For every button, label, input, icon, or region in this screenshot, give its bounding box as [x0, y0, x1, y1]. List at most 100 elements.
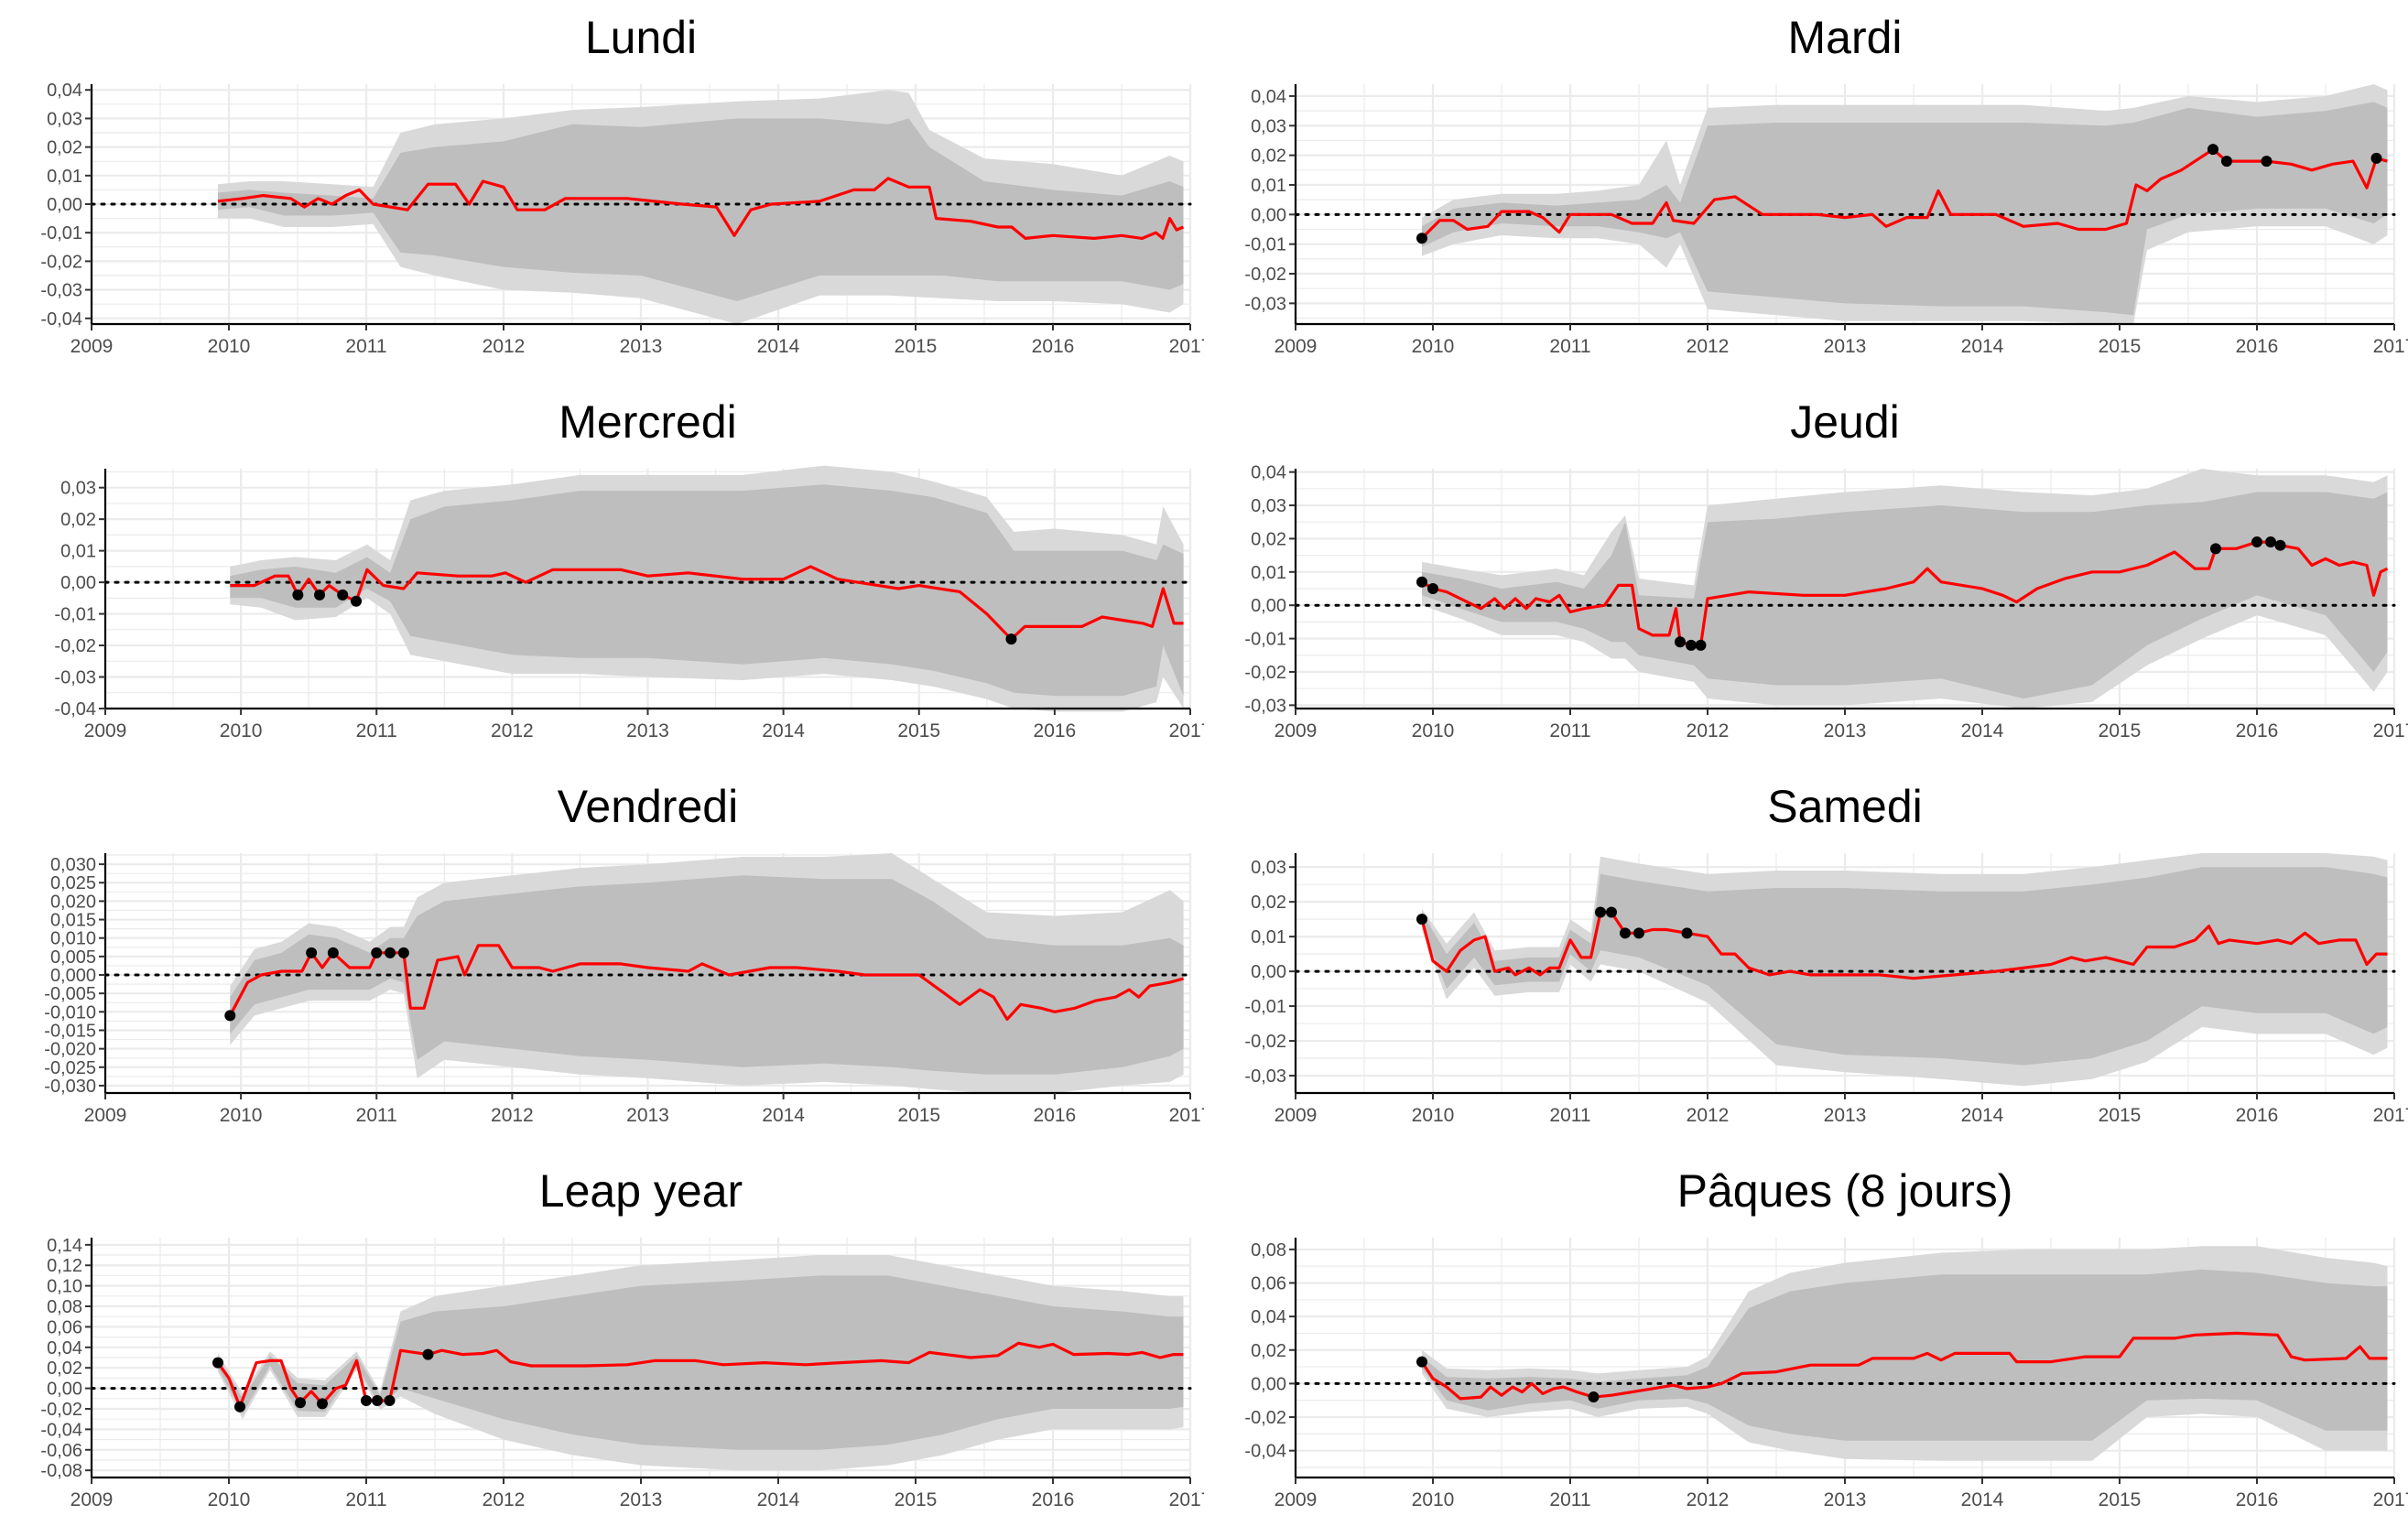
y-tick-label: 0,00	[1251, 596, 1286, 616]
chart-panel-samedi: Samedi 0,03 0,02 0,01 0,00 -0,01 -0,02 -0,03 200…	[1204, 769, 2408, 1153]
x-tick-label: 2009	[71, 1489, 114, 1510]
y-tick-label: 0,04	[47, 81, 82, 101]
y-tick-label: 0,025	[50, 873, 96, 893]
x-tick-label: 2017	[1169, 336, 1204, 357]
y-tick-label: -0,015	[44, 1021, 96, 1041]
y-tick-label: -0,04	[40, 1420, 82, 1440]
x-tick-label: 2016	[1034, 1105, 1077, 1126]
data-point	[2370, 152, 2382, 164]
x-tick-label: 2017	[2373, 1489, 2408, 1510]
x-tick-label: 2013	[626, 720, 669, 741]
data-point	[2274, 539, 2286, 551]
y-tick-label: 0,10	[47, 1277, 82, 1297]
y-tick-label: 0,015	[50, 911, 96, 931]
y-tick-label: 0,00	[47, 1380, 82, 1400]
x-tick-label: 2014	[1961, 1105, 2004, 1126]
data-point	[212, 1357, 223, 1369]
x-tick-label: 2014	[1961, 336, 2004, 357]
x-tick-label: 2011	[1549, 1105, 1590, 1126]
x-tick-label: 2009	[71, 336, 114, 357]
y-tick-label: -0,030	[44, 1077, 96, 1097]
x-tick-label: 2014	[1961, 1489, 2004, 1510]
data-point	[234, 1401, 245, 1413]
confidence-band-inner	[1422, 492, 2388, 699]
y-tick-label: 0,00	[47, 195, 82, 215]
y-tick-label: -0,03	[1244, 1066, 1286, 1087]
series-line	[230, 565, 1184, 641]
y-tick-label: 0,04	[1251, 87, 1286, 107]
y-tick-label: 0,000	[50, 966, 96, 986]
data-point	[1633, 927, 1644, 939]
data-point	[1681, 927, 1693, 939]
x-tick-label: 2009	[1275, 720, 1318, 741]
x-tick-label: 2010	[220, 720, 263, 741]
y-tick-label: 0,04	[1251, 1307, 1286, 1327]
y-tick-label: 0,04	[47, 1338, 82, 1358]
y-tick-label: -0,03	[1244, 294, 1286, 314]
x-tick-label: 2009	[84, 1105, 127, 1126]
y-tick-label: -0,02	[54, 636, 96, 656]
y-tick-label: -0,01	[1244, 235, 1286, 255]
x-tick-label: 2017	[2373, 1105, 2408, 1126]
x-tick-label: 2013	[620, 336, 663, 357]
x-tick-label: 2009	[1275, 1489, 1318, 1510]
x-tick-label: 2013	[626, 1105, 669, 1126]
y-tick-label: 0,02	[1251, 529, 1286, 549]
chart-svg: 0,04 0,03 0,02 0,01 0,00 -0,01 -0,02 -0,03 -0,04…	[40, 81, 1204, 357]
y-tick-label: -0,04	[40, 309, 82, 330]
y-tick-label: -0,01	[40, 223, 82, 244]
data-point	[1675, 636, 1686, 648]
data-point	[385, 947, 396, 958]
x-tick-label: 2013	[1824, 720, 1867, 741]
chart-svg: 0,03 0,02 0,01 0,00 -0,01 -0,02 -0,03 2009 2010 2…	[1244, 853, 2408, 1126]
y-tick-label: 0,02	[1251, 893, 1286, 913]
confidence-band-inner	[1422, 1269, 2388, 1441]
confidence-band-inner	[1422, 102, 2388, 316]
x-tick-label: 2015	[2099, 1489, 2142, 1510]
y-tick-label: -0,06	[40, 1441, 82, 1461]
x-tick-label: 2010	[1412, 1489, 1455, 1510]
data-point	[371, 947, 383, 958]
chart-title: Mercredi	[559, 396, 737, 448]
x-tick-label: 2015	[2099, 336, 2142, 357]
x-tick-label: 2009	[1275, 336, 1318, 357]
x-tick-label: 2017	[1169, 1105, 1204, 1126]
data-point	[1695, 639, 1707, 651]
y-tick-label: -0,02	[40, 1400, 82, 1420]
data-point	[361, 1395, 372, 1407]
chart-svg: 0,03 0,02 0,01 0,00 -0,01 -0,02 -0,03 -0,042009…	[54, 465, 1204, 741]
x-tick-label: 2013	[1824, 1489, 1867, 1510]
x-tick-label: 2014	[1961, 720, 2004, 741]
x-tick-label: 2016	[1032, 1489, 1075, 1510]
chart-panel-mardi: Mardi 0,04 0,03 0,02 0,01 0,00 -0,01 -0,02 -0,03…	[1204, 0, 2408, 384]
data-point	[224, 1010, 236, 1022]
data-point	[295, 1397, 306, 1409]
x-tick-label: 2010	[1412, 336, 1455, 357]
y-tick-label: 0,03	[60, 479, 96, 499]
x-tick-label: 2012	[1687, 1489, 1730, 1510]
data-point	[306, 947, 318, 958]
confidence-band-inner	[218, 118, 1184, 301]
x-tick-label: 2017	[1169, 720, 1204, 741]
x-tick-label: 2013	[1824, 336, 1867, 357]
confidence-band-inner	[1422, 867, 2388, 1066]
data-point	[292, 589, 304, 601]
series-line	[1420, 911, 2388, 980]
y-tick-label: -0,03	[1244, 696, 1286, 716]
y-tick-label: -0,03	[40, 281, 82, 301]
data-point	[1686, 639, 1697, 651]
y-tick-label: 0,01	[1251, 563, 1286, 583]
chart-svg: 0,04 0,03 0,02 0,01 0,00 -0,01 -0,02 -0,03 2009 2…	[1244, 463, 2408, 741]
x-tick-label: 2017	[1169, 1489, 1204, 1510]
data-point	[1427, 583, 1438, 594]
x-tick-label: 2009	[84, 720, 127, 741]
data-point	[397, 947, 409, 958]
data-point	[314, 589, 326, 601]
x-tick-label: 2010	[208, 336, 251, 357]
x-tick-label: 2015	[897, 1105, 940, 1126]
y-tick-label: -0,02	[1244, 265, 1286, 285]
x-tick-label: 2012	[483, 336, 526, 357]
data-point	[317, 1398, 328, 1410]
x-tick-label: 2010	[1412, 1105, 1455, 1126]
x-tick-label: 2016	[1034, 720, 1077, 741]
